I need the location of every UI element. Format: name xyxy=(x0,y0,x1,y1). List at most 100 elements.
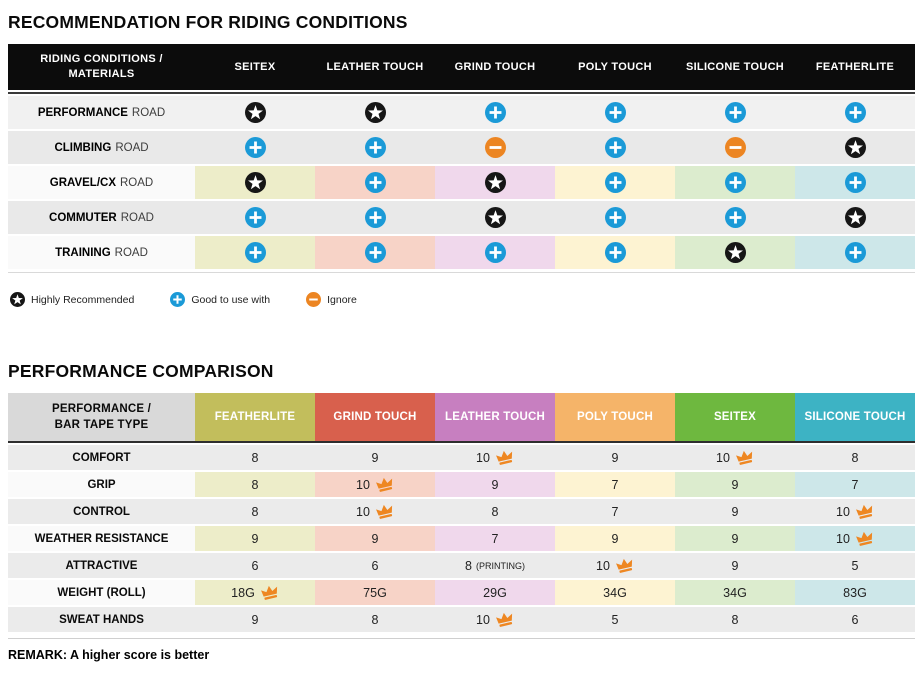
score-cell: 10 xyxy=(435,607,555,632)
score-cell: 6 xyxy=(795,607,915,632)
header-divider xyxy=(8,92,915,94)
plus-icon xyxy=(604,207,626,228)
plus-icon xyxy=(484,242,506,263)
score-value: 7 xyxy=(611,477,619,492)
column-header: SEITEX xyxy=(675,393,795,441)
rating-cell xyxy=(675,236,795,269)
crown-icon xyxy=(495,612,513,627)
riding-table-body: PERFORMANCE ROAD CLIMBING ROAD GRAVEL/CX ROAD… xyxy=(8,96,915,269)
score-cell: 9 xyxy=(675,499,795,524)
performance-table-row: SWEAT HANDS 9 8 10 5 8 6 xyxy=(8,607,915,632)
riding-table-row: COMMUTER ROAD xyxy=(8,201,915,234)
score-suffix: (PRINTING) xyxy=(475,560,525,571)
minus-icon xyxy=(306,292,322,307)
score-cell: 10 xyxy=(435,445,555,470)
rating-cell xyxy=(555,236,675,269)
score-cell: 5 xyxy=(795,553,915,578)
riding-conditions-title: RECOMMENDATION FOR RIDING CONDITIONS xyxy=(8,12,408,32)
column-header: POLY TOUCH xyxy=(578,60,652,73)
score-value: 6 xyxy=(251,558,259,573)
column-header: LEATHER TOUCH xyxy=(326,60,424,73)
score-value: 8 xyxy=(251,477,259,492)
legend-item: Good to use with xyxy=(170,292,270,307)
score-value: 9 xyxy=(611,450,619,465)
rating-cell xyxy=(315,201,435,234)
score-value: 10 xyxy=(476,612,490,627)
score-value: 5 xyxy=(851,558,859,573)
rating-cell xyxy=(555,201,675,234)
score-cell: 9 xyxy=(675,526,795,551)
legend-item: Ignore xyxy=(306,292,357,307)
plus-icon xyxy=(364,172,386,193)
riding-table-row: PERFORMANCE ROAD xyxy=(8,96,915,129)
row-label-rest: ROAD xyxy=(115,141,149,154)
column-header: LEATHER TOUCH xyxy=(435,393,555,441)
plus-icon xyxy=(604,242,626,263)
score-cell: 10 xyxy=(315,499,435,524)
score-value: 8 xyxy=(251,450,259,465)
rating-cell xyxy=(435,96,555,129)
star-icon xyxy=(364,102,386,123)
rating-cell xyxy=(795,96,915,129)
crown-icon xyxy=(855,531,873,546)
rating-cell xyxy=(555,96,675,129)
score-value: 75G xyxy=(363,585,387,600)
score-cell: 9 xyxy=(555,526,675,551)
rating-cell xyxy=(195,236,315,269)
score-cell: 8 xyxy=(795,445,915,470)
score-value: 83G xyxy=(843,585,867,600)
score-cell: 75G xyxy=(315,580,435,605)
rating-cell xyxy=(555,166,675,199)
legend-label: Good to use with xyxy=(191,293,271,306)
performance-table-row: COMFORT 8 9 10 9 10 8 xyxy=(8,445,915,470)
score-value: 6 xyxy=(371,558,379,573)
star-icon xyxy=(484,207,506,228)
column-header: SEITEX xyxy=(234,60,276,73)
score-value: 9 xyxy=(371,531,379,546)
rating-cell xyxy=(315,131,435,164)
score-value: 10 xyxy=(356,477,370,492)
score-cell: 10 xyxy=(795,526,915,551)
rating-cell xyxy=(195,96,315,129)
column-header: GRIND TOUCH xyxy=(454,60,536,73)
score-value: 10 xyxy=(356,504,370,519)
performance-table-row: ATTRACTIVE 6 6 8 (PRINTING) 10 9 5 xyxy=(8,553,915,578)
score-cell: 8 xyxy=(195,499,315,524)
row-label: GRIP xyxy=(8,472,195,497)
row-label: SWEAT HANDS xyxy=(8,607,195,632)
score-value: 8 (PRINTING) xyxy=(465,558,525,573)
plus-icon xyxy=(604,137,626,158)
score-cell: 8 (PRINTING) xyxy=(435,553,555,578)
score-value: 9 xyxy=(731,477,739,492)
column-header: POLY TOUCH xyxy=(555,393,675,441)
plus-icon xyxy=(844,242,866,263)
score-cell: 7 xyxy=(435,526,555,551)
minus-icon xyxy=(724,137,746,158)
rating-cell xyxy=(195,131,315,164)
plus-icon xyxy=(364,207,386,228)
plus-icon xyxy=(244,242,266,263)
score-value: 7 xyxy=(491,531,499,546)
rating-cell xyxy=(435,236,555,269)
crown-icon xyxy=(735,450,753,465)
rating-cell xyxy=(435,166,555,199)
row-label: COMMUTER ROAD xyxy=(8,201,195,234)
rating-cell xyxy=(195,166,315,199)
score-value: 18G xyxy=(231,585,255,600)
crown-icon xyxy=(855,504,873,519)
score-cell: 9 xyxy=(435,472,555,497)
rating-cell xyxy=(675,96,795,129)
performance-table-header: PERFORMANCE / BAR TAPE TYPE FEATHERLITE GR… xyxy=(8,393,915,441)
score-cell: 6 xyxy=(315,553,435,578)
plus-icon xyxy=(244,137,266,158)
score-cell: 9 xyxy=(675,553,795,578)
score-value: 9 xyxy=(731,558,739,573)
legend-item: Highly Recommended xyxy=(10,292,134,307)
star-icon xyxy=(724,242,746,263)
score-value: 6 xyxy=(851,612,859,627)
plus-icon xyxy=(364,242,386,263)
score-cell: 10 xyxy=(795,499,915,524)
score-value: 8 xyxy=(491,504,499,519)
row-label: TRAINING ROAD xyxy=(8,236,195,269)
